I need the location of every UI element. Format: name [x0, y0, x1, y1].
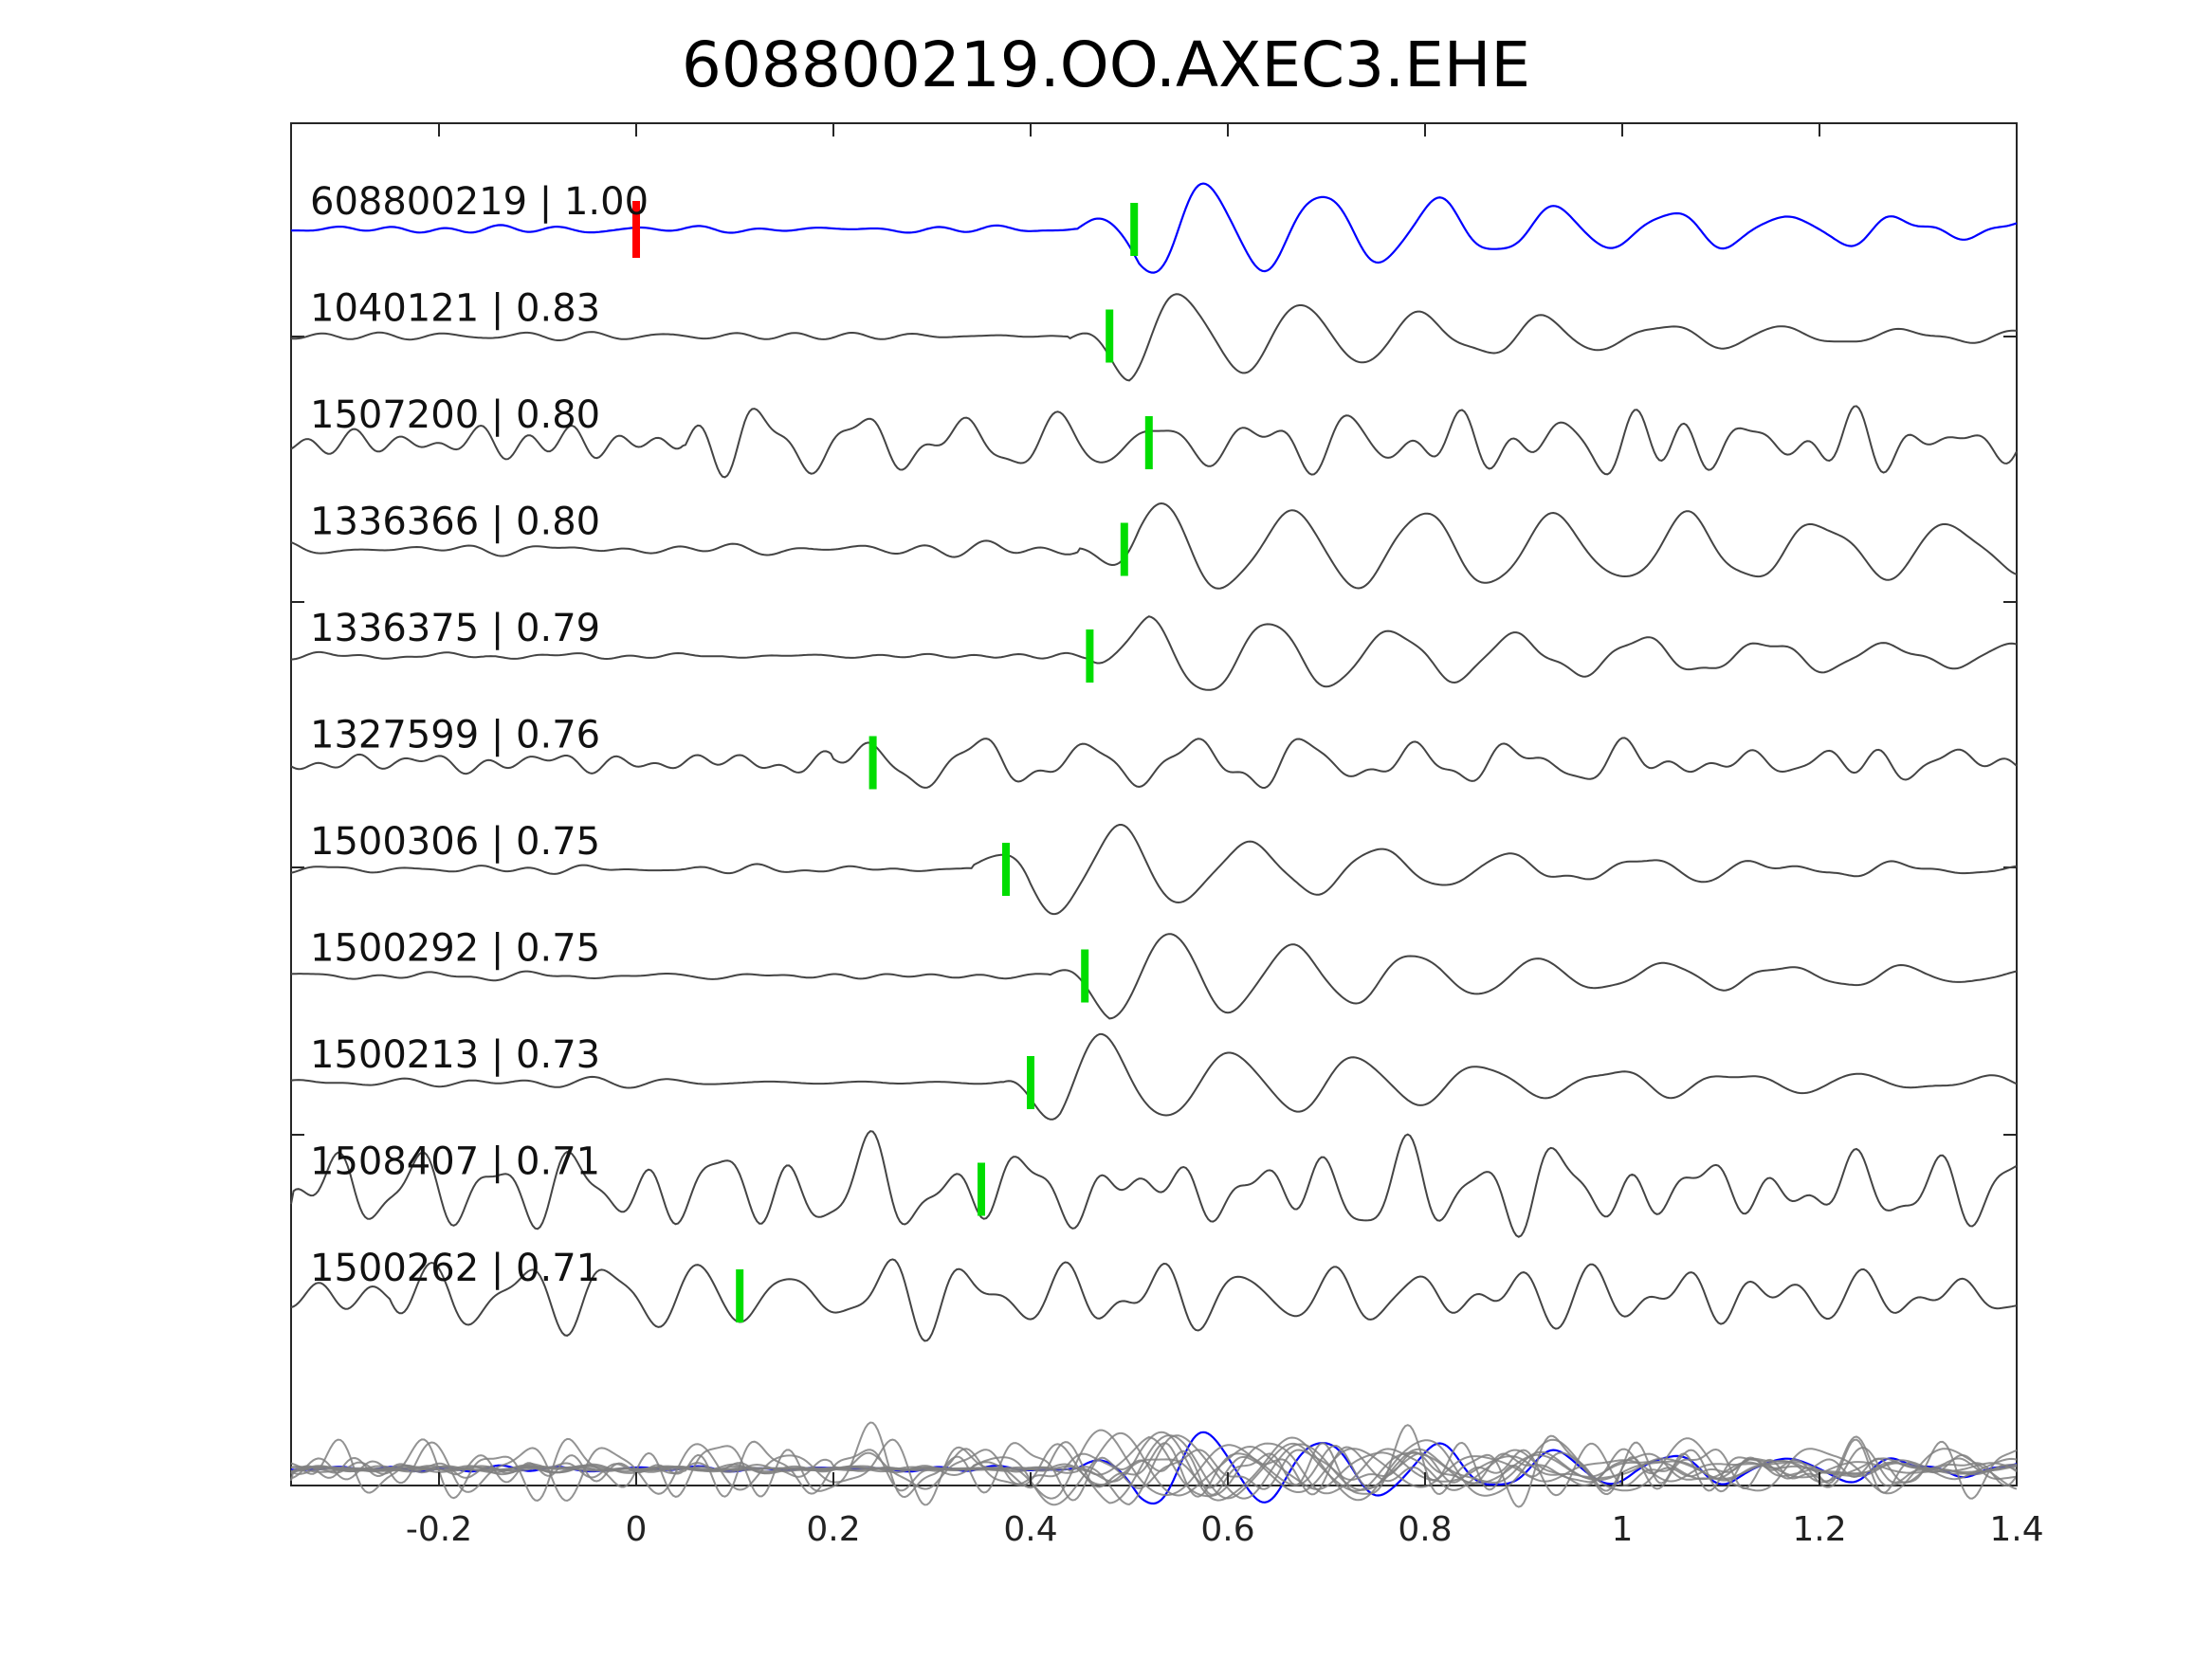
x-tick-label-5: 0.8	[1398, 1510, 1452, 1549]
overlay-line-7	[290, 1434, 2018, 1504]
trace-line-1	[290, 293, 2018, 382]
trace-line-8	[290, 1032, 2018, 1121]
trace-label-4: 1336375 | 0.79	[310, 607, 600, 650]
trace-label-0: 608800219 | 1.00	[310, 180, 649, 224]
trace-line-3	[290, 501, 2018, 590]
trace-label-10: 1500262 | 0.71	[310, 1247, 600, 1290]
chart-title: 608800219.OO.AXEC3.EHE	[681, 28, 1531, 101]
plot-border	[290, 122, 2018, 1486]
trace-label-9: 1508407 | 0.71	[310, 1140, 600, 1184]
trace-label-5: 1327599 | 0.76	[310, 714, 600, 757]
overlay-line-10	[290, 1438, 2018, 1506]
trace-line-4	[290, 615, 2018, 691]
x-tick-label-8: 1.4	[1989, 1510, 2043, 1549]
x-tick-label-0: -0.2	[406, 1510, 472, 1549]
trace-line-5	[290, 737, 2018, 790]
overlay-line-9	[290, 1421, 2018, 1508]
trace-line-9	[290, 1130, 2018, 1238]
trace-label-7: 1500292 | 0.75	[310, 927, 600, 971]
trace-line-6	[290, 824, 2018, 916]
x-tick-label-7: 1.2	[1792, 1510, 1846, 1549]
trace-label-6: 1500306 | 0.75	[310, 820, 600, 864]
trace-label-2: 1507200 | 0.80	[310, 393, 600, 437]
trace-stack	[290, 182, 2018, 1342]
trace-label-1: 1040121 | 0.83	[310, 287, 600, 331]
x-tick-label-2: 0.2	[806, 1510, 860, 1549]
trace-line-2	[290, 405, 2018, 479]
x-axis: -0.2 0 0.2 0.4 0.6 0.8 1 1.2 1.4	[406, 123, 2044, 1549]
trace-line-7	[290, 933, 2018, 1020]
trace-labels: 608800219 | 1.00 1040121 | 0.83 1507200 | …	[310, 180, 649, 1290]
x-tick-label-6: 1	[1612, 1510, 1634, 1549]
trace-line-0	[290, 182, 2018, 274]
pick-markers	[632, 201, 1153, 1322]
x-tick-label-1: 0	[626, 1510, 648, 1549]
overlay-line-6	[290, 1431, 2018, 1506]
trace-label-3: 1336366 | 0.80	[310, 501, 600, 544]
overlay-stack	[290, 1421, 2018, 1508]
x-tick-label-4: 0.6	[1200, 1510, 1254, 1549]
trace-line-10	[290, 1258, 2018, 1342]
trace-label-8: 1500213 | 0.73	[310, 1033, 600, 1077]
x-tick-label-3: 0.4	[1003, 1510, 1057, 1549]
